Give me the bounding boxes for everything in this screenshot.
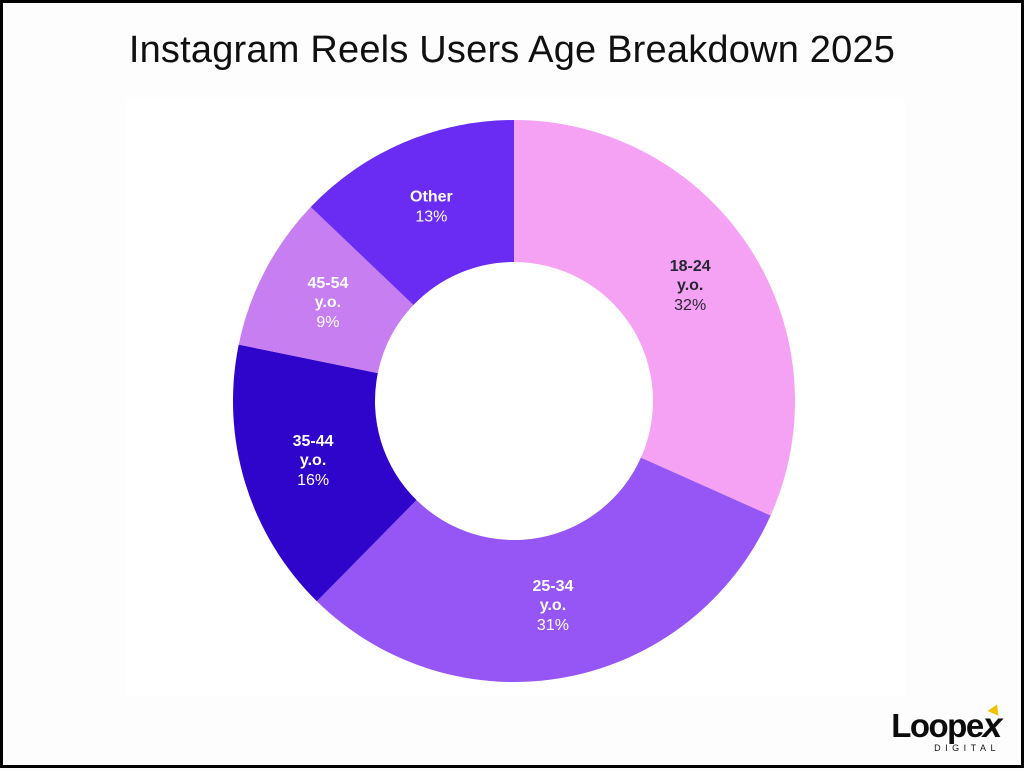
logo-subtitle: DIGITAL: [934, 743, 1000, 753]
logo-brand-main: Loope: [891, 707, 984, 744]
slice-18-24-y-o: [514, 119, 796, 516]
slice-25-34-y-o: [316, 457, 771, 683]
slice-35-44-y-o: [232, 344, 417, 602]
logo-x-letter: x: [982, 705, 1003, 745]
chart-title: Instagram Reels Users Age Breakdown 2025: [128, 29, 896, 71]
slice-other: [310, 120, 514, 306]
donut-chart: [232, 119, 796, 683]
logo-brand-text: Loopex: [891, 707, 1003, 744]
logo-brand-x: x: [983, 709, 1003, 743]
loopex-logo: Loopex DIGITAL: [891, 707, 1003, 753]
slice-45-54-y-o: [238, 206, 414, 374]
